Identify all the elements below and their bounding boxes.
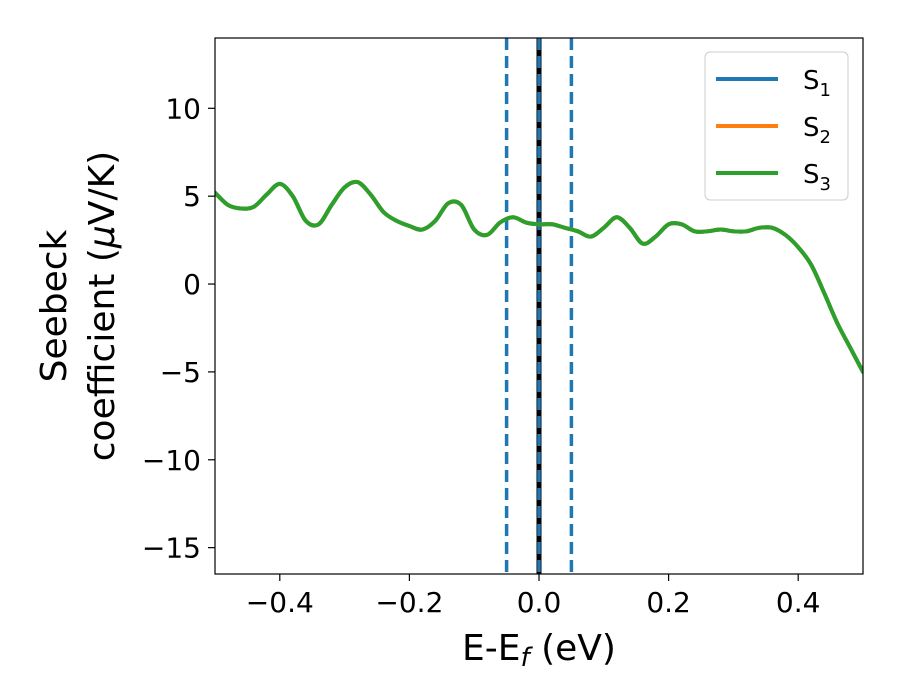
x-tick-label: 0.0: [517, 586, 562, 619]
legend-label-1: S1: [803, 66, 831, 101]
x-tick-label: 0.2: [646, 586, 691, 619]
x-tick-label: 0.4: [776, 586, 821, 619]
legend-label-3: S3: [803, 160, 831, 195]
y-axis-ticks: −15 −10 −5 0 5 10: [142, 92, 215, 565]
x-tick-label: −0.2: [375, 586, 443, 619]
legend-label-2: S2: [803, 113, 831, 148]
x-axis-label: E-Ef (eV): [462, 628, 616, 673]
y-tick-label: 10: [165, 92, 201, 125]
y-axis-label: Seebeck coefficient (μV/K): [34, 151, 123, 461]
y-tick-label: −15: [142, 532, 201, 565]
y-tick-label: −5: [160, 356, 201, 389]
x-tick-label: −0.4: [246, 586, 314, 619]
y-axis-label-line2: coefficient (μV/K): [82, 151, 123, 461]
y-tick-label: −10: [142, 444, 201, 477]
y-tick-label: 0: [183, 268, 201, 301]
y-tick-label: 5: [183, 180, 201, 213]
legend: S1 S2 S3: [704, 51, 849, 201]
series-line-3: [215, 179, 863, 374]
y-axis-label-line1: Seebeck: [34, 229, 75, 382]
x-axis-ticks: −0.4 −0.2 0.0 0.2 0.4: [246, 574, 821, 619]
vertical-reference-lines: [504, 38, 574, 574]
series-layer: [215, 179, 863, 374]
